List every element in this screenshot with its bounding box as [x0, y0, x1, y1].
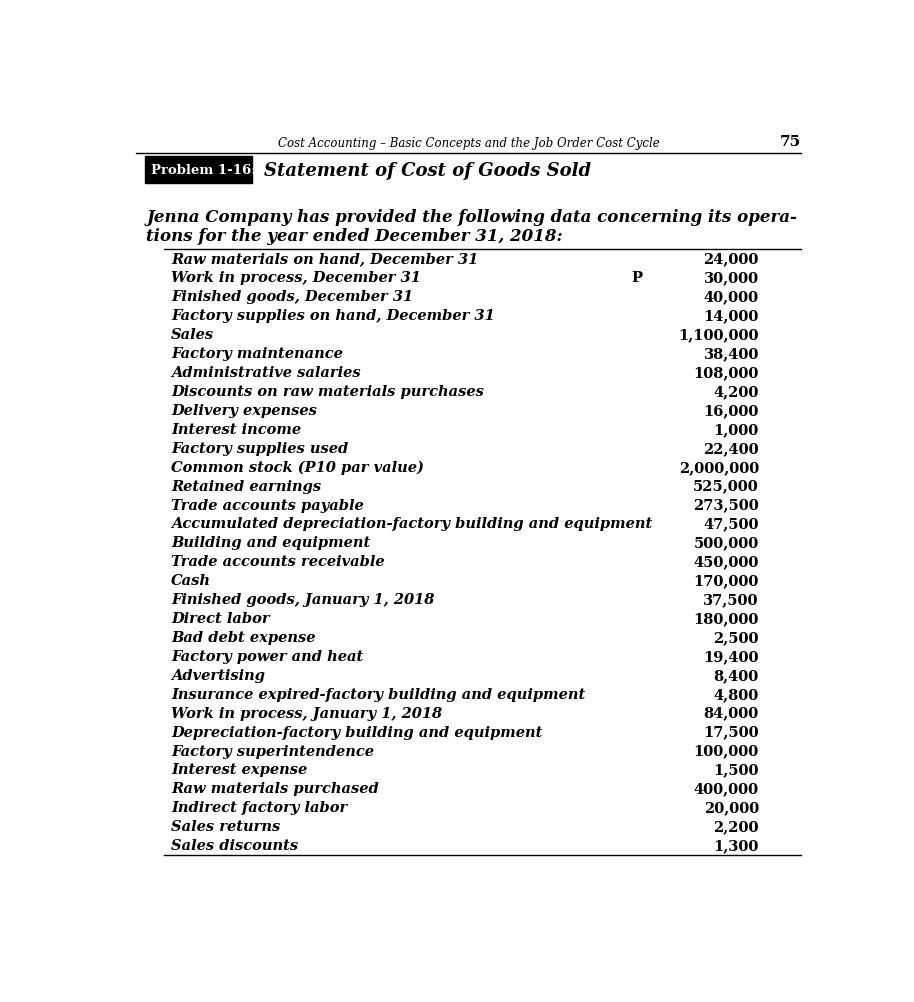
Text: 2,500: 2,500 — [713, 630, 759, 644]
Text: 47,500: 47,500 — [704, 517, 759, 531]
Text: 37,500: 37,500 — [704, 592, 759, 606]
Text: Common stock (P10 par value): Common stock (P10 par value) — [171, 460, 424, 474]
Text: Jenna Company has provided the following data concerning its opera-: Jenna Company has provided the following… — [146, 209, 797, 225]
Text: 450,000: 450,000 — [694, 555, 759, 569]
Text: 1,500: 1,500 — [713, 763, 759, 777]
Text: Insurance expired-factory building and equipment: Insurance expired-factory building and e… — [171, 687, 585, 701]
Text: Sales discounts: Sales discounts — [171, 839, 298, 853]
Text: Finished goods, December 31: Finished goods, December 31 — [171, 291, 413, 305]
Text: 100,000: 100,000 — [694, 743, 759, 758]
Text: Cost Accounting – Basic Concepts and the Job Order Cost Cycle: Cost Accounting – Basic Concepts and the… — [278, 137, 659, 150]
Text: 500,000: 500,000 — [694, 536, 759, 550]
Text: Statement of Cost of Goods Sold: Statement of Cost of Goods Sold — [264, 161, 590, 179]
Text: Sales returns: Sales returns — [171, 820, 281, 834]
Text: 40,000: 40,000 — [704, 291, 759, 305]
Text: 1,300: 1,300 — [714, 839, 759, 853]
Text: Factory supplies used: Factory supplies used — [171, 441, 348, 455]
Text: 24,000: 24,000 — [704, 253, 759, 267]
Text: 14,000: 14,000 — [704, 309, 759, 323]
Text: Depreciation-factory building and equipment: Depreciation-factory building and equipm… — [171, 724, 542, 738]
Text: Work in process, December 31: Work in process, December 31 — [171, 272, 420, 286]
Text: Advertising: Advertising — [171, 668, 265, 682]
Text: 2,000,000: 2,000,000 — [678, 460, 759, 474]
Text: 1,000: 1,000 — [714, 423, 759, 437]
Text: 8,400: 8,400 — [714, 668, 759, 682]
Text: 4,800: 4,800 — [714, 687, 759, 701]
Text: Delivery expenses: Delivery expenses — [171, 404, 317, 418]
Text: Retained earnings: Retained earnings — [171, 479, 321, 493]
Text: Sales: Sales — [171, 328, 214, 342]
Text: 75: 75 — [781, 135, 802, 148]
Text: Administrative salaries: Administrative salaries — [171, 366, 360, 380]
Text: 20,000: 20,000 — [704, 801, 759, 815]
Text: 38,400: 38,400 — [704, 347, 759, 361]
Text: 4,200: 4,200 — [714, 385, 759, 399]
Text: P: P — [632, 272, 643, 286]
Text: Trade accounts payable: Trade accounts payable — [171, 498, 364, 512]
Text: 22,400: 22,400 — [703, 441, 759, 455]
Text: Interest expense: Interest expense — [171, 763, 307, 777]
Text: 180,000: 180,000 — [694, 611, 759, 625]
Text: Raw materials purchased: Raw materials purchased — [171, 782, 378, 796]
Text: 170,000: 170,000 — [694, 574, 759, 587]
Text: Direct labor: Direct labor — [171, 611, 270, 625]
Text: Bad debt expense: Bad debt expense — [171, 630, 315, 644]
Text: 16,000: 16,000 — [704, 404, 759, 418]
Text: 30,000: 30,000 — [704, 272, 759, 286]
Text: 108,000: 108,000 — [694, 366, 759, 380]
Text: Accumulated depreciation-factory building and equipment: Accumulated depreciation-factory buildin… — [171, 517, 653, 531]
Text: Raw materials on hand, December 31: Raw materials on hand, December 31 — [171, 253, 478, 267]
Text: Discounts on raw materials purchases: Discounts on raw materials purchases — [171, 385, 484, 399]
Text: 400,000: 400,000 — [694, 782, 759, 796]
Text: 525,000: 525,000 — [693, 479, 759, 493]
Text: Indirect factory labor: Indirect factory labor — [171, 801, 347, 815]
Text: 273,500: 273,500 — [693, 498, 759, 512]
Text: Work in process, January 1, 2018: Work in process, January 1, 2018 — [171, 706, 442, 720]
Text: 2,200: 2,200 — [713, 820, 759, 834]
Text: Factory power and heat: Factory power and heat — [171, 649, 363, 663]
Text: Cash: Cash — [171, 574, 211, 587]
Text: Building and equipment: Building and equipment — [171, 536, 370, 550]
FancyBboxPatch shape — [144, 157, 252, 183]
Text: 19,400: 19,400 — [704, 649, 759, 663]
Text: 84,000: 84,000 — [704, 706, 759, 720]
Text: 1,100,000: 1,100,000 — [678, 328, 759, 342]
Text: tions for the year ended December 31, 2018:: tions for the year ended December 31, 20… — [146, 228, 563, 245]
Text: Factory maintenance: Factory maintenance — [171, 347, 343, 361]
Text: Factory superintendence: Factory superintendence — [171, 743, 374, 758]
Text: Interest income: Interest income — [171, 423, 301, 437]
Text: Trade accounts receivable: Trade accounts receivable — [171, 555, 385, 569]
Text: Problem 1-16:: Problem 1-16: — [151, 164, 256, 177]
Text: Finished goods, January 1, 2018: Finished goods, January 1, 2018 — [171, 592, 434, 606]
Text: 17,500: 17,500 — [703, 724, 759, 738]
Text: Factory supplies on hand, December 31: Factory supplies on hand, December 31 — [171, 309, 494, 323]
